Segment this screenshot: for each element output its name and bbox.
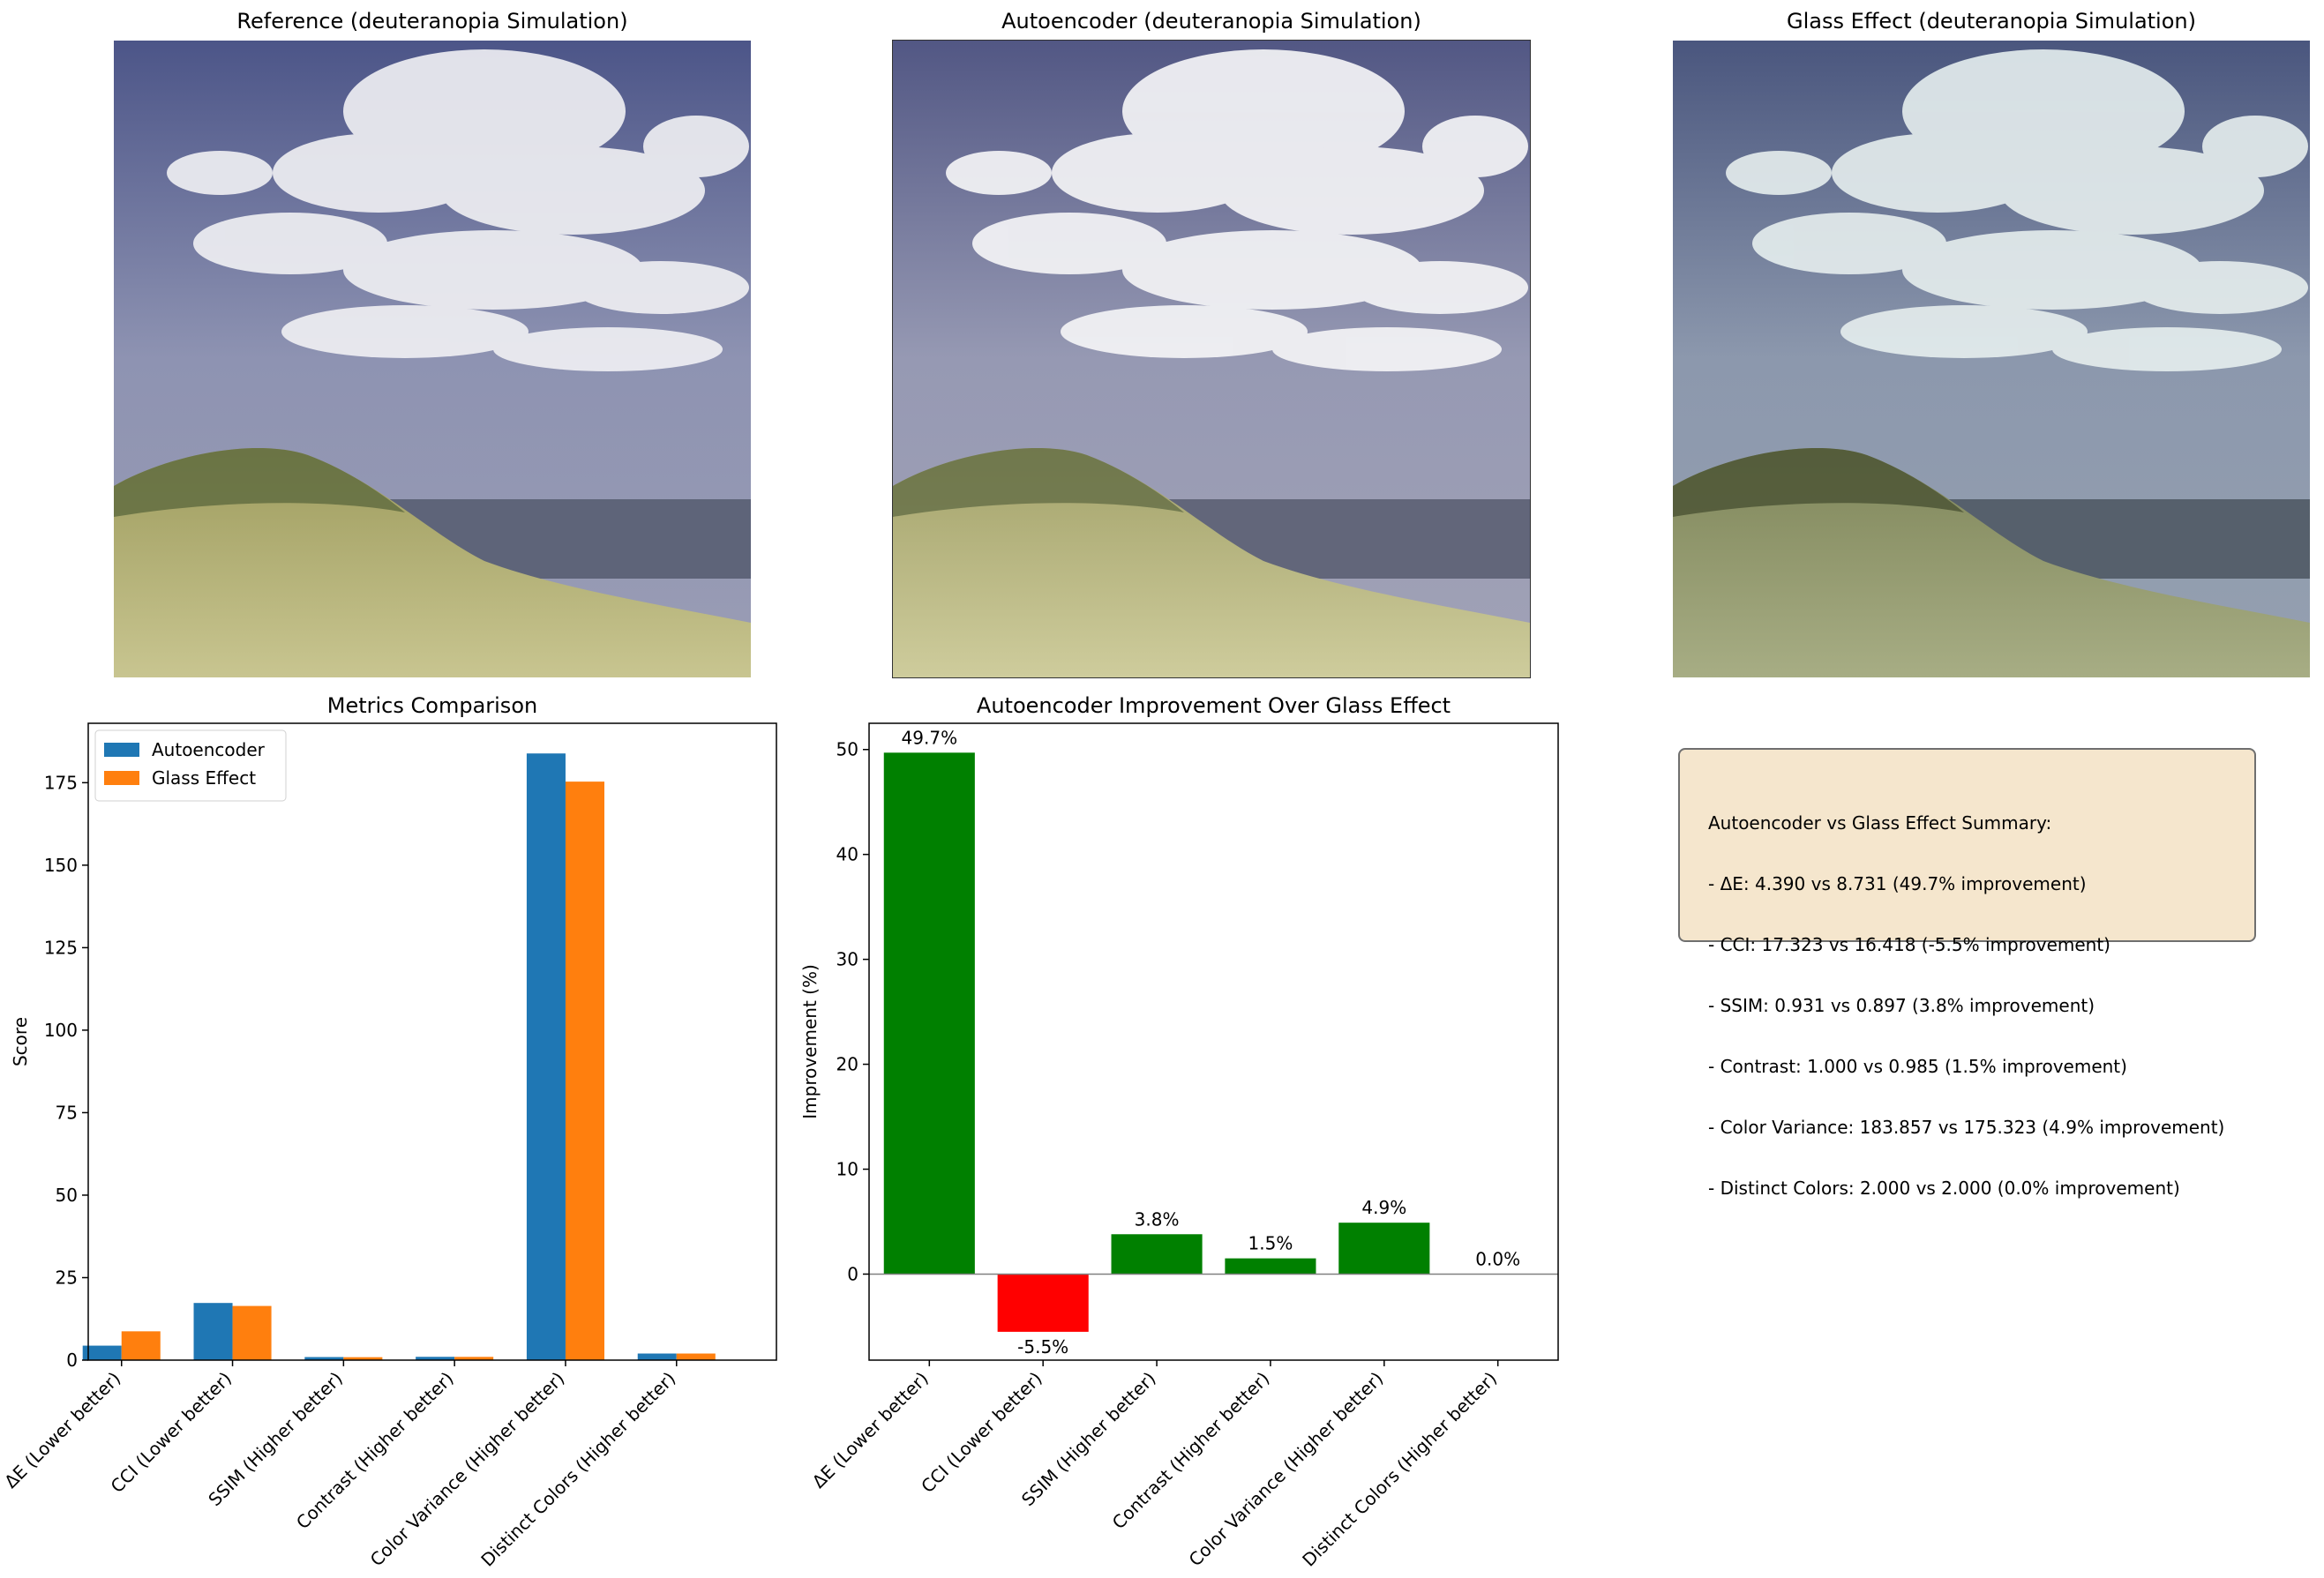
bar-value-label: 3.8%	[1135, 1208, 1180, 1230]
glass-effect-bar	[454, 1357, 494, 1360]
improvement-bar	[997, 1274, 1089, 1332]
summary-line: - Contrast: 1.000 vs 0.985 (1.5% improve…	[1708, 1056, 2127, 1077]
y-tick-label: 0	[66, 1350, 78, 1371]
autoencoder-bar	[304, 1357, 344, 1360]
metrics-comparison-chart: Metrics Comparison Score 0 25 50 75 100 125 150 1…	[0, 693, 777, 1571]
summary-box: Autoencoder vs Glass Effect Summary: - Δ…	[1678, 748, 2256, 1199]
bar-value-label: 1.5%	[1248, 1233, 1293, 1254]
glass-effect-bar	[232, 1305, 272, 1360]
summary-line: - Distinct Colors: 2.000 vs 2.000 (0.0% …	[1708, 1178, 2180, 1199]
bar-value-label: -5.5%	[1017, 1336, 1068, 1357]
x-tick-label: Distinct Colors (Higher better)	[1298, 1368, 1501, 1571]
bar-value-label: 0.0%	[1475, 1248, 1520, 1269]
reference-image	[114, 41, 751, 677]
chart-title: Metrics Comparison	[327, 693, 537, 718]
y-tick-label: 125	[44, 937, 78, 958]
plot-frame	[87, 722, 777, 1361]
autoencoder-bar	[82, 1345, 122, 1360]
y-tick-label: 10	[836, 1159, 858, 1180]
bar-value-label: 4.9%	[1361, 1197, 1406, 1218]
chart-title: Autoencoder Improvement Over Glass Effec…	[977, 693, 1451, 718]
reference-panel-title: Reference (deuteranopia Simulation)	[236, 9, 628, 34]
y-tick-label: 30	[836, 949, 858, 970]
improvement-bar	[1225, 1258, 1316, 1275]
x-tick-label: ΔE (Lower better)	[808, 1368, 933, 1492]
summary-line: - Color Variance: 183.857 vs 175.323 (4.…	[1708, 1117, 2225, 1138]
x-tick-label: CCI (Lower better)	[107, 1368, 236, 1498]
glass-effect-bar	[343, 1357, 383, 1360]
summary-line: - ΔE: 4.390 vs 8.731 (49.7% improvement)	[1708, 873, 2087, 894]
legend-label: Glass Effect	[152, 767, 256, 789]
summary-line: - SSIM: 0.931 vs 0.897 (3.8% improvement…	[1708, 995, 2095, 1016]
x-tick-label: Distinct Colors (Higher better)	[476, 1368, 679, 1571]
y-tick-label: 0	[847, 1263, 858, 1284]
glass-effect-bar	[121, 1331, 161, 1360]
x-tick-label: Color Variance (Higher better)	[366, 1368, 569, 1571]
autoencoder-bar	[637, 1353, 677, 1360]
y-tick-label: 75	[56, 1102, 78, 1123]
improvement-bar	[1111, 1234, 1203, 1275]
y-axis-label: Improvement (%)	[799, 964, 821, 1119]
improvement-bar	[1338, 1223, 1430, 1275]
y-tick-label: 175	[44, 772, 78, 793]
y-tick-label: 25	[56, 1267, 78, 1288]
summary-line: Autoencoder vs Glass Effect Summary:	[1708, 812, 2052, 834]
y-tick-label: 150	[44, 855, 78, 876]
legend-swatch	[104, 771, 139, 785]
glass-panel-title: Glass Effect (deuteranopia Simulation)	[1787, 9, 2196, 34]
autoencoder-image	[892, 40, 1531, 678]
glass-effect-bar	[676, 1353, 716, 1360]
glass-effect-bar	[565, 782, 604, 1360]
x-tick-label: CCI (Lower better)	[917, 1368, 1046, 1498]
improvement-bar	[883, 752, 975, 1275]
autoencoder-bar	[416, 1357, 455, 1360]
summary-line: - CCI: 17.323 vs 16.418 (-5.5% improveme…	[1708, 934, 2110, 955]
glass-effect-image	[1673, 41, 2310, 677]
y-tick-label: 50	[836, 739, 858, 760]
improvement-chart: Autoencoder Improvement Over Glass Effec…	[799, 693, 1559, 1571]
y-tick-label: 100	[44, 1020, 78, 1041]
legend-box	[94, 729, 287, 802]
bar-value-label: 49.7%	[902, 727, 958, 748]
y-tick-label: 20	[836, 1054, 858, 1075]
autoencoder-panel-title: Autoencoder (deuteranopia Simulation)	[1001, 9, 1421, 34]
y-tick-label: 50	[56, 1185, 78, 1206]
x-tick-label: ΔE (Lower better)	[0, 1368, 124, 1492]
y-tick-label: 40	[836, 844, 858, 865]
x-tick-label: Color Variance (Higher better)	[1185, 1368, 1388, 1571]
legend-label: Autoencoder	[152, 739, 266, 760]
y-axis-label: Score	[10, 1017, 31, 1066]
autoencoder-bar	[526, 753, 566, 1360]
autoencoder-bar	[193, 1303, 233, 1360]
plot-frame	[868, 722, 1559, 1361]
legend-swatch	[104, 743, 139, 757]
